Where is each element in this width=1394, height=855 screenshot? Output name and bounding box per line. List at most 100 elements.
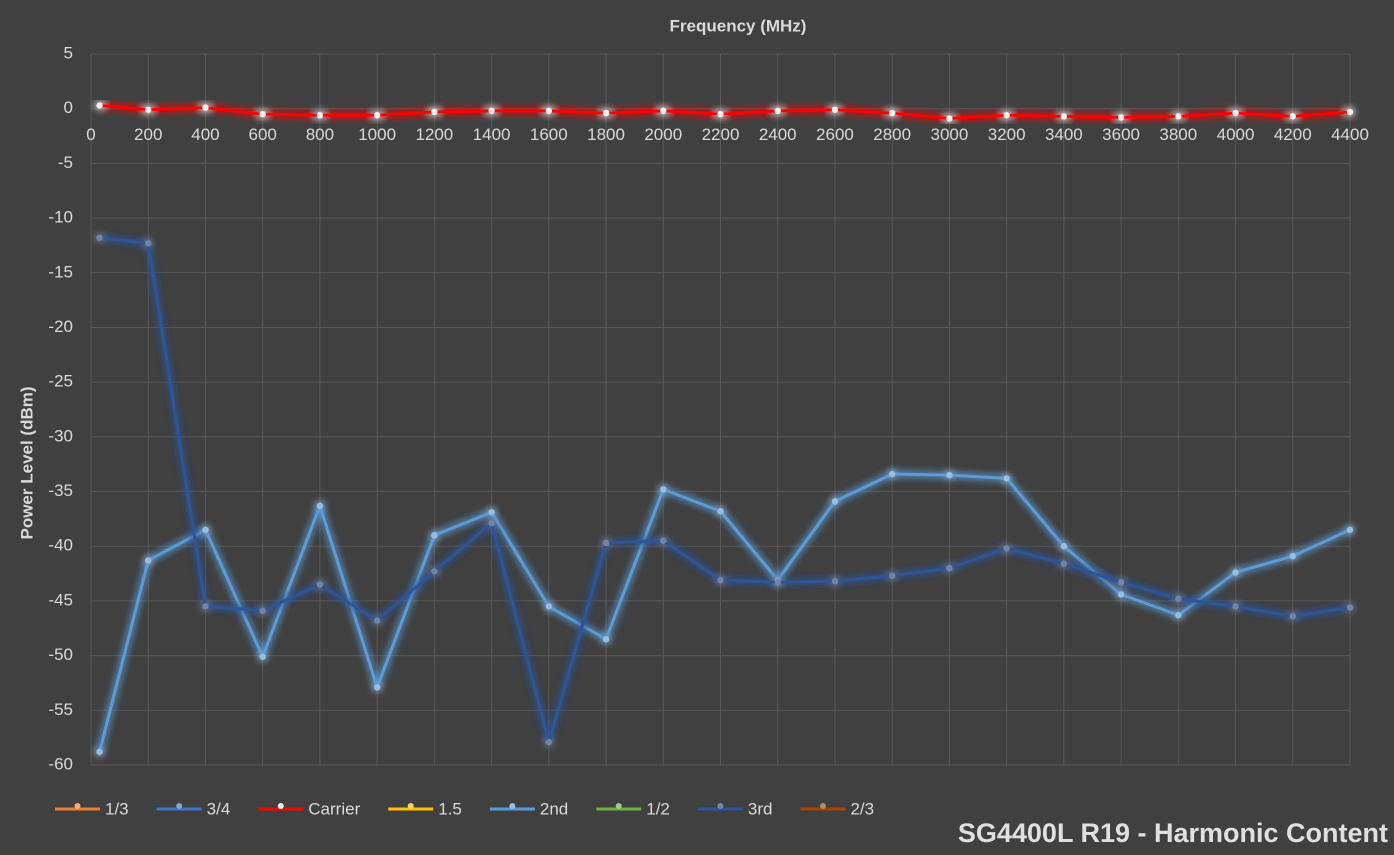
data-point bbox=[373, 684, 381, 691]
data-point bbox=[1346, 108, 1354, 116]
data-point bbox=[717, 508, 724, 515]
data-point bbox=[259, 607, 266, 614]
data-point bbox=[545, 107, 553, 115]
data-point bbox=[1117, 114, 1125, 121]
data-point bbox=[1232, 603, 1239, 610]
data-point bbox=[1175, 611, 1182, 619]
data-point bbox=[1117, 579, 1125, 586]
data-point bbox=[431, 532, 438, 539]
legend-marker bbox=[176, 803, 183, 809]
data-point bbox=[831, 498, 839, 505]
y-axis-title: Power Level (dBm) bbox=[17, 386, 36, 539]
x-tick-label: 1600 bbox=[530, 125, 568, 144]
x-tick-label: 2600 bbox=[816, 125, 854, 144]
data-point bbox=[1175, 595, 1182, 602]
data-point bbox=[774, 579, 781, 586]
data-point bbox=[202, 603, 209, 610]
data-point bbox=[145, 106, 152, 113]
legend-marker bbox=[615, 803, 622, 809]
y-tick-label: -5 bbox=[58, 153, 73, 172]
legend-marker bbox=[509, 803, 516, 809]
y-tick-label: -15 bbox=[48, 262, 73, 281]
y-tick-label: 0 bbox=[64, 98, 73, 117]
data-point bbox=[202, 104, 209, 111]
legend-label: 2/3 bbox=[850, 799, 874, 818]
legend-marker bbox=[407, 803, 414, 809]
data-point bbox=[1289, 552, 1296, 560]
x-tick-label: 600 bbox=[248, 125, 276, 144]
data-point bbox=[1060, 543, 1068, 550]
legend-marker bbox=[819, 803, 826, 809]
chart-title: SG4400L R19 - Harmonic Content bbox=[958, 818, 1388, 848]
data-point bbox=[373, 617, 381, 624]
series bbox=[96, 470, 1354, 756]
data-point bbox=[717, 576, 724, 584]
data-point bbox=[602, 539, 610, 547]
y-tick-label: -10 bbox=[48, 208, 73, 227]
data-point bbox=[145, 240, 152, 247]
data-point bbox=[831, 578, 839, 585]
x-tick-label: 3600 bbox=[1102, 125, 1140, 144]
legend-item: 2nd bbox=[489, 799, 568, 818]
x-tick-label: 2200 bbox=[702, 125, 740, 144]
legend-item: 1/3 bbox=[55, 799, 129, 818]
data-point bbox=[1003, 112, 1010, 119]
data-point bbox=[1003, 475, 1010, 482]
series bbox=[96, 102, 1354, 122]
data-point bbox=[259, 653, 266, 660]
data-point bbox=[316, 112, 324, 119]
data-point bbox=[888, 572, 896, 579]
data-point bbox=[96, 234, 103, 241]
data-point bbox=[1232, 109, 1239, 117]
x-tick-label: 3200 bbox=[988, 125, 1026, 144]
legend-item: 1.5 bbox=[388, 799, 462, 818]
data-point bbox=[545, 738, 553, 746]
x-tick-label: 400 bbox=[191, 125, 219, 144]
x-tick-label: 200 bbox=[134, 125, 162, 144]
data-point bbox=[488, 509, 495, 516]
data-point bbox=[660, 107, 667, 115]
legend-marker bbox=[74, 803, 81, 809]
legend-label: 2nd bbox=[540, 799, 568, 818]
legend-marker bbox=[717, 803, 724, 809]
x-tick-label: 1800 bbox=[587, 125, 625, 144]
data-point bbox=[545, 603, 553, 610]
data-point bbox=[488, 107, 495, 115]
x-tick-label: 2000 bbox=[644, 125, 682, 144]
x-tick-label: 0 bbox=[86, 125, 95, 144]
x-tick-label: 2800 bbox=[873, 125, 911, 144]
y-tick-label: -55 bbox=[48, 700, 73, 719]
data-point bbox=[602, 109, 610, 117]
data-point bbox=[1117, 591, 1125, 598]
data-point bbox=[946, 115, 953, 122]
data-point bbox=[1289, 113, 1296, 120]
data-point bbox=[316, 502, 324, 509]
legend-item: 3rd bbox=[697, 799, 772, 818]
y-tick-label: -45 bbox=[48, 590, 73, 609]
x-tick-label: 1200 bbox=[415, 125, 453, 144]
y-tick-label: -35 bbox=[48, 481, 73, 500]
x-axis-title: Frequency (MHz) bbox=[670, 16, 807, 35]
data-point bbox=[145, 557, 152, 564]
data-point bbox=[259, 110, 266, 118]
data-point bbox=[660, 537, 667, 544]
data-point bbox=[373, 112, 381, 119]
data-point bbox=[660, 486, 667, 493]
x-tick-label: 800 bbox=[306, 125, 334, 144]
data-point bbox=[1289, 613, 1296, 620]
data-point bbox=[488, 520, 495, 527]
x-tick-label: 1400 bbox=[473, 125, 511, 144]
y-tick-label: -20 bbox=[48, 317, 73, 336]
x-tick-label: 4400 bbox=[1331, 125, 1369, 144]
data-point bbox=[96, 748, 103, 756]
data-point bbox=[431, 568, 438, 575]
data-point bbox=[1060, 560, 1068, 567]
data-point bbox=[946, 471, 953, 479]
data-point bbox=[202, 526, 209, 534]
y-tick-label: -60 bbox=[48, 754, 73, 773]
x-tick-label: 4000 bbox=[1217, 125, 1255, 144]
y-tick-label: -30 bbox=[48, 426, 73, 445]
y-tick-label: -25 bbox=[48, 372, 73, 391]
legend-label: 1/3 bbox=[105, 799, 129, 818]
